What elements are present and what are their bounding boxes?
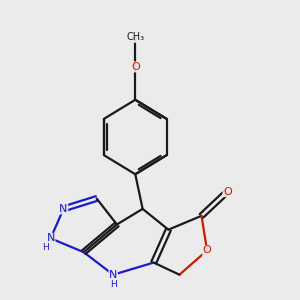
Text: N: N xyxy=(109,270,117,280)
Text: H: H xyxy=(110,280,117,289)
Text: N: N xyxy=(46,233,55,243)
Text: O: O xyxy=(223,187,232,196)
Text: O: O xyxy=(131,62,140,72)
Text: O: O xyxy=(203,245,212,256)
Text: N: N xyxy=(59,204,68,214)
Text: H: H xyxy=(42,243,49,252)
Text: CH₃: CH₃ xyxy=(126,32,144,42)
